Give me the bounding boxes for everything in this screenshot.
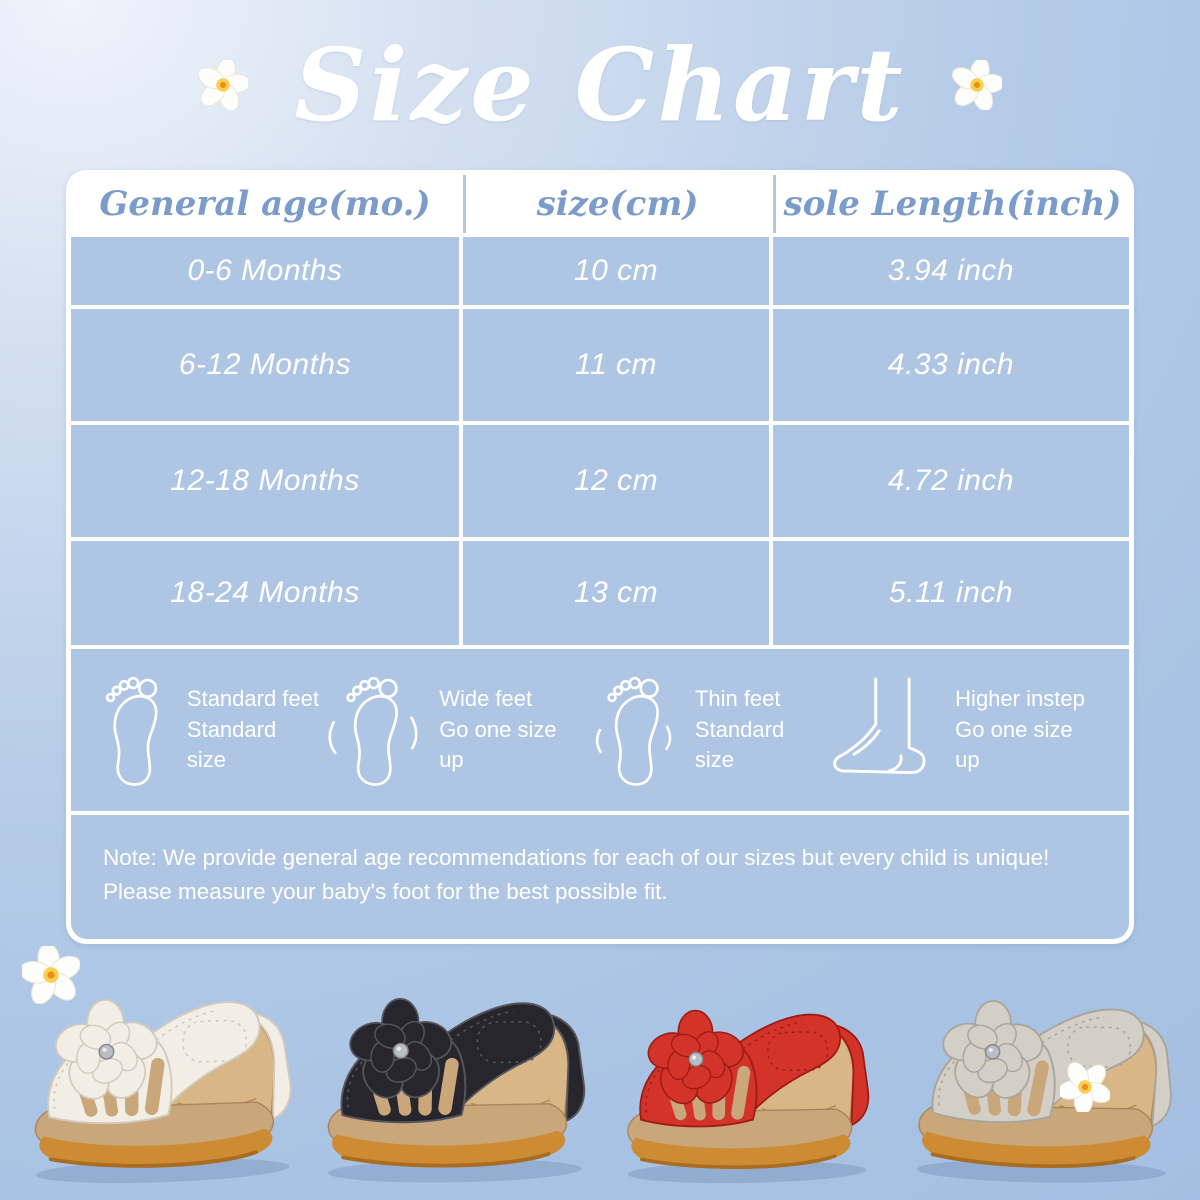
- note-text: Note: We provide general age recommendat…: [71, 815, 1129, 939]
- plumeria-flower-icon: [951, 60, 1002, 110]
- table-cell: 0-6 Months: [71, 237, 459, 305]
- plumeria-flower-icon: [198, 60, 249, 110]
- header-cell-size: size(cm): [463, 175, 769, 233]
- table-cell: 5.11 inch: [773, 541, 1129, 645]
- footprint-standard-icon: [105, 676, 158, 786]
- size-table: General age(mo.) size(cm) sole Length(in…: [66, 170, 1134, 944]
- table-cell: 6-12 Months: [71, 309, 459, 421]
- table-header-row: General age(mo.) size(cm) sole Length(in…: [71, 175, 1129, 233]
- fit-item-label: Thin feet Standard size: [694, 685, 785, 773]
- table-row: 6-12 Months 11 cm 4.33 inch: [71, 309, 1129, 421]
- foot-instep-icon: [833, 677, 926, 775]
- table-cell: 12 cm: [463, 425, 769, 537]
- plumeria-flower-icon: [22, 946, 80, 1004]
- sandal-photo-red: [608, 960, 883, 1194]
- fit-item-wide: Wide feet Go one size up: [321, 671, 587, 789]
- page-title: Size Chart: [294, 26, 906, 144]
- table-cell: 12-18 Months: [71, 425, 459, 537]
- fit-guide-row: Standard feet Standard size Wide feet Go o…: [71, 649, 1129, 811]
- table-cell: 4.72 inch: [773, 425, 1129, 537]
- fit-item-label: Wide feet Go one size up: [439, 685, 557, 773]
- fit-item-standard: Standard feet Standard size: [89, 671, 321, 789]
- plumeria-flower-icon: [1060, 1062, 1110, 1112]
- footprint-wide-icon: [328, 676, 418, 786]
- table-row: 0-6 Months 10 cm 3.94 inch: [71, 237, 1129, 305]
- table-row: 18-24 Months 13 cm 5.11 inch: [71, 541, 1129, 645]
- table-cell: 10 cm: [463, 237, 769, 305]
- table-cell: 4.33 inch: [773, 309, 1129, 421]
- table-cell: 11 cm: [463, 309, 769, 421]
- sandal-photo-black: [307, 946, 599, 1195]
- fit-item-instep: Higher instep Go one size up: [829, 674, 1103, 786]
- fit-item-thin: Thin feet Standard size: [587, 671, 829, 789]
- product-photos-row: [0, 940, 1200, 1192]
- fit-item-label: Higher instep Go one size up: [955, 685, 1085, 773]
- table-row: 12-18 Months 12 cm 4.72 inch: [71, 425, 1129, 537]
- fit-item-label: Standard feet Standard size: [186, 685, 320, 773]
- header-cell-sole: sole Length(inch): [773, 175, 1129, 233]
- sandal-photo-grey: [900, 950, 1186, 1194]
- table-cell: 3.94 inch: [773, 237, 1129, 305]
- header-cell-age: General age(mo.): [71, 175, 459, 233]
- footprint-thin-icon: [595, 676, 672, 786]
- table-cell: 13 cm: [463, 541, 769, 645]
- title-row: Size Chart: [0, 20, 1200, 150]
- table-cell: 18-24 Months: [71, 541, 459, 645]
